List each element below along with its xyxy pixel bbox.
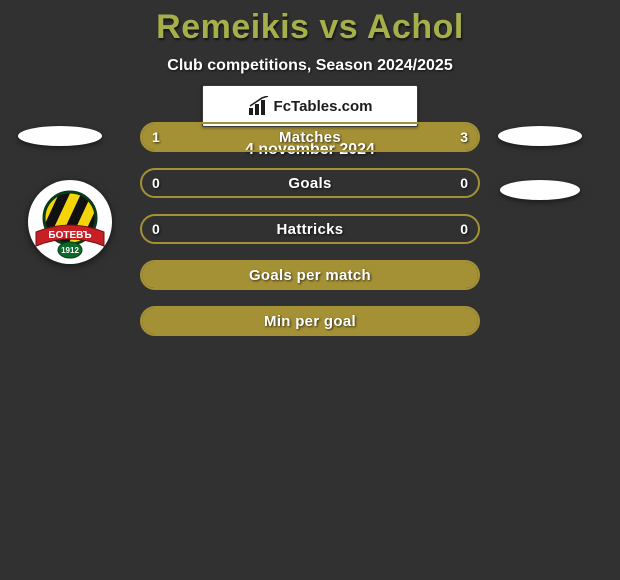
placeholder-oval-top-right [498,126,582,146]
placeholder-oval-mid-right [500,180,580,200]
club-badge: БОТЕВЪ 1912 [28,180,112,264]
stat-label: Min per goal [264,313,356,330]
source-text: FcTables.com [274,98,373,115]
club-badge-icon: БОТЕВЪ 1912 [28,180,112,264]
stat-label: Goals per match [249,267,371,284]
stat-row: Min per goal [140,306,480,336]
source-badge: FcTables.com [202,85,418,127]
svg-text:1912: 1912 [61,246,79,255]
svg-text:БОТЕВЪ: БОТЕВЪ [48,230,91,241]
comparison-subtitle: Club competitions, Season 2024/2025 [0,57,620,75]
stat-row: 1 3 Matches [140,122,480,152]
stat-label: Hattricks [277,221,344,238]
stat-row: 0 0 Goals [140,168,480,198]
stat-right-value: 0 [460,221,468,237]
stat-right-value: 0 [460,175,468,191]
stat-row: 0 0 Hattricks [140,214,480,244]
stat-left-value: 0 [152,175,160,191]
stat-left-value: 0 [152,221,160,237]
stat-right-value: 3 [460,129,468,145]
stat-left-value: 1 [152,129,160,145]
comparison-title: Remeikis vs Achol [0,0,620,47]
placeholder-oval-top-left [18,126,102,146]
stat-label: Goals [288,175,331,192]
stat-label: Matches [279,129,341,146]
chart-icon [248,96,270,116]
stat-rows: 1 3 Matches 0 0 Goals 0 0 Hattricks Goals per mat… [140,122,480,352]
stat-row: Goals per match [140,260,480,290]
